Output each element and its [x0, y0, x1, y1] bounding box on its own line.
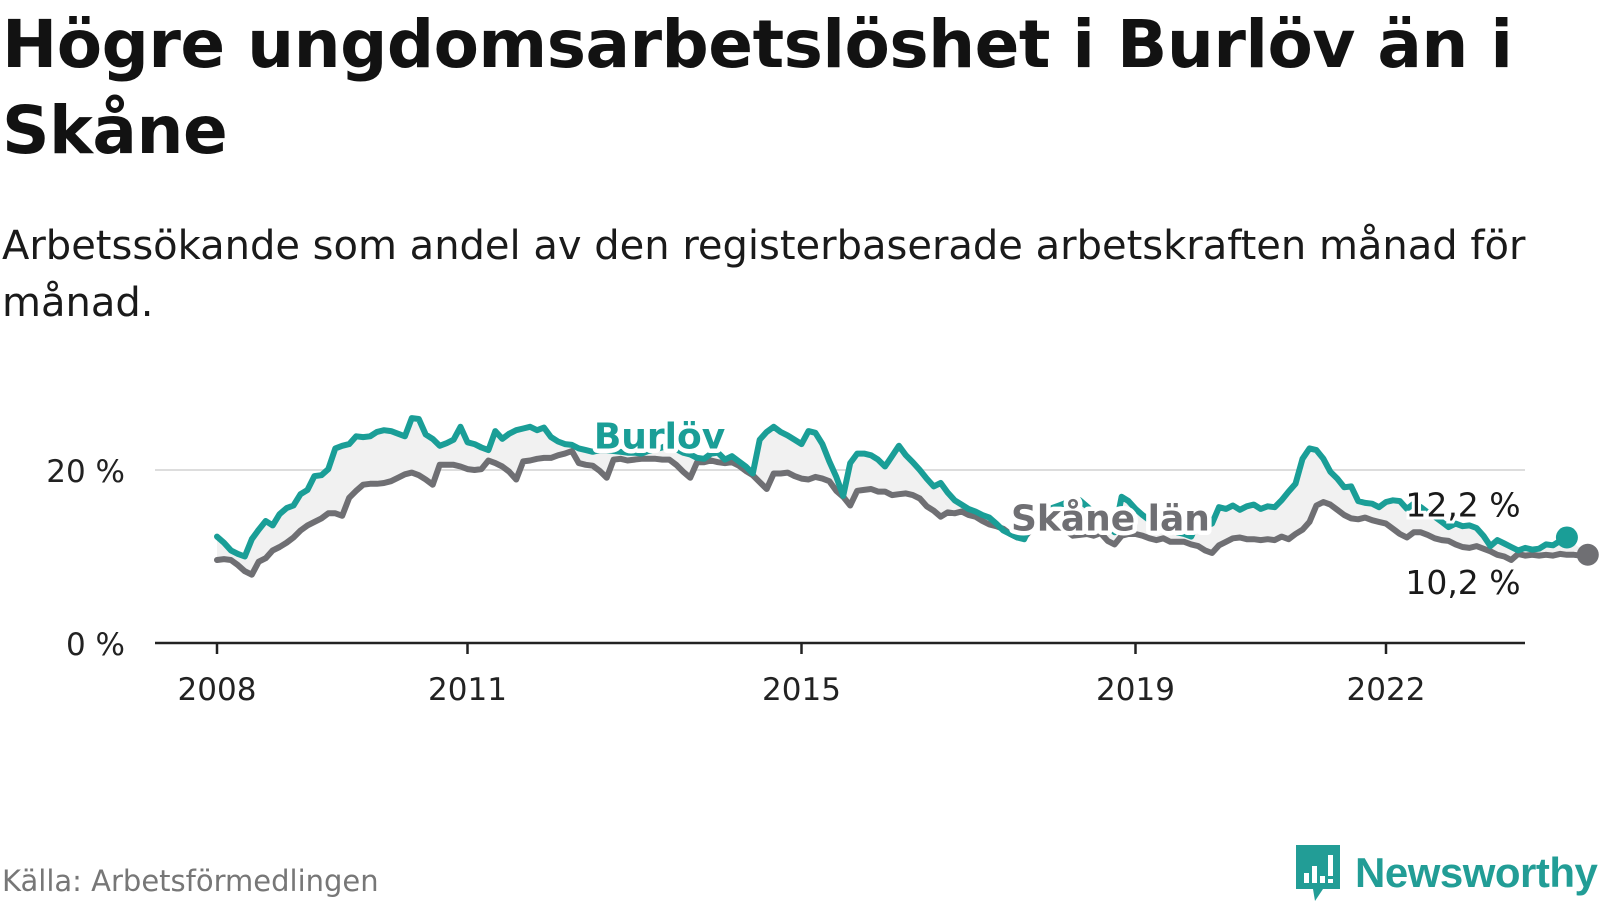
chart-title: Högre ungdomsarbetslöshet i Burlöv än i … — [2, 6, 1513, 169]
difference-band — [217, 418, 1588, 575]
series-label-1: Skåne län — [1011, 499, 1210, 540]
x-tick-label: 2011 — [428, 672, 507, 708]
end-value-label: 10,2 % — [1405, 563, 1520, 602]
x-tick-label: 2015 — [762, 672, 841, 708]
series-end-point — [1576, 543, 1599, 566]
series-label-0: Burlöv — [594, 416, 725, 457]
x-tick-label: 2008 — [178, 672, 257, 708]
source-note: Källa: Arbetsförmedlingen — [2, 864, 379, 898]
brand-name: Newsworthy — [1355, 849, 1598, 896]
x-tick-label: 2022 — [1347, 672, 1426, 708]
chart-subtitle: Arbetssökande som andel av den registerb… — [2, 223, 1526, 326]
x-tick-label: 2019 — [1096, 672, 1175, 708]
y-tick-label: 0 % — [66, 627, 125, 663]
newsworthy-logo-icon — [1296, 845, 1340, 901]
axes: 0 % 20 % 2008 2011 2015 2019 2022 — [46, 454, 1525, 708]
y-tick-label: 20 % — [46, 454, 125, 490]
line-chart: 0 % 20 % 2008 2011 2015 2019 2022 Burlöv Skåne … — [46, 412, 1599, 708]
newsworthy-logo-link[interactable]: Newsworthy — [1293, 843, 1598, 903]
end-value-label: 12,2 % — [1405, 485, 1520, 524]
band-between-series — [217, 418, 1588, 575]
series-lines — [214, 415, 1599, 578]
series-end-point — [1555, 526, 1578, 549]
series-line-burlöv — [214, 415, 1570, 560]
series-line-skåne-län — [214, 448, 1591, 578]
series-labels: Burlöv Skåne län 12,2 % 10,2 % — [589, 412, 1523, 605]
